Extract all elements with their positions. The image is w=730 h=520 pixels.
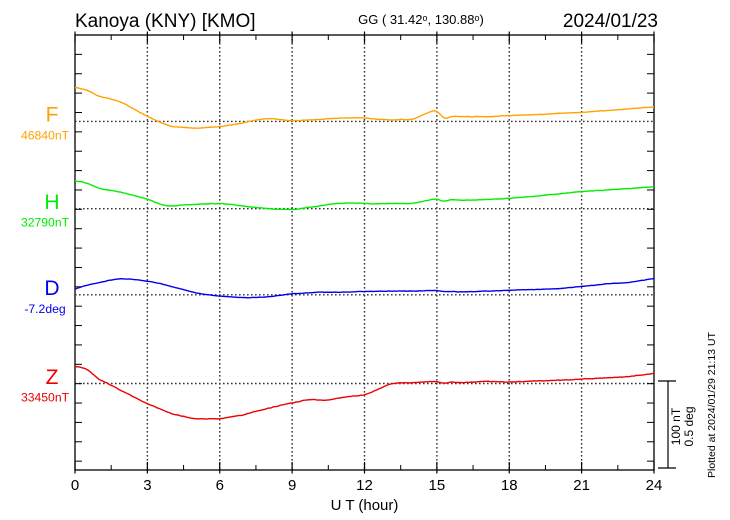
- svg-text:21: 21: [573, 477, 590, 494]
- svg-text:GG ( 31.42o, 130.88o): GG ( 31.42o, 130.88o): [358, 12, 484, 27]
- svg-text:46840nT: 46840nT: [21, 128, 70, 142]
- svg-text:6: 6: [216, 477, 224, 494]
- svg-text:15: 15: [429, 477, 446, 494]
- svg-text:Plotted at 2024/01/29 21:13 UT: Plotted at 2024/01/29 21:13 UT: [706, 331, 718, 478]
- svg-text:33450nT: 33450nT: [21, 391, 70, 405]
- svg-text:H: H: [44, 191, 59, 214]
- svg-text:F: F: [46, 104, 59, 127]
- svg-text:Z: Z: [46, 366, 59, 389]
- svg-text:24: 24: [646, 477, 663, 494]
- svg-text:Kanoya (KNY) [KMO]: Kanoya (KNY) [KMO]: [75, 11, 256, 32]
- svg-text:18: 18: [501, 477, 518, 494]
- svg-text:2024/01/23: 2024/01/23: [563, 11, 658, 32]
- svg-text:9: 9: [288, 477, 296, 494]
- svg-text:-7.2deg: -7.2deg: [24, 302, 65, 316]
- svg-text:D: D: [44, 277, 59, 300]
- svg-text:100 nT: 100 nT: [669, 407, 683, 445]
- svg-text:32790nT: 32790nT: [21, 216, 70, 230]
- svg-text:U T (hour): U T (hour): [331, 497, 399, 514]
- svg-text:0: 0: [71, 477, 79, 494]
- svg-text:0.5 deg: 0.5 deg: [682, 406, 696, 446]
- svg-text:3: 3: [143, 477, 151, 494]
- svg-text:12: 12: [356, 477, 373, 494]
